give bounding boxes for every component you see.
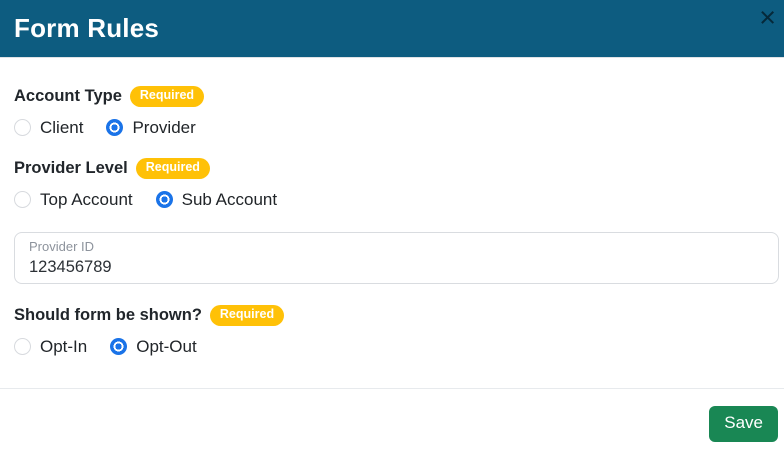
form-shown-radio-group: Opt-In Opt-Out: [14, 337, 779, 356]
close-icon: ×: [759, 2, 776, 34]
modal-body: Account Type Required Client Provider Pr…: [0, 86, 784, 356]
radio-option-opt-out[interactable]: Opt-Out: [110, 336, 197, 357]
radio-button-icon: [14, 191, 31, 208]
provider-id-input[interactable]: [29, 255, 764, 278]
form-shown-label: Should form be shown?: [14, 306, 202, 324]
form-shown-label-row: Should form be shown? Required: [14, 305, 779, 326]
provider-id-field-label: Provider ID: [29, 239, 95, 254]
modal-header: Form Rules ×: [0, 0, 784, 58]
radio-button-icon: [110, 338, 128, 355]
close-button[interactable]: ×: [753, 2, 782, 35]
provider-id-field: Provider ID: [14, 232, 779, 284]
save-button[interactable]: Save: [709, 406, 778, 442]
provider-level-label-row: Provider Level Required: [14, 158, 779, 179]
radio-button-icon: [155, 191, 173, 208]
required-badge: Required: [135, 158, 210, 179]
radio-option-client[interactable]: Client: [14, 118, 83, 138]
radio-button-icon: [14, 338, 31, 355]
radio-option-provider[interactable]: Provider: [106, 117, 196, 138]
radio-button-icon: [14, 119, 31, 136]
radio-button-icon: [106, 119, 124, 136]
page-title: Form Rules: [14, 13, 160, 43]
radio-option-label: Provider: [132, 117, 196, 137]
radio-option-label: Client: [40, 117, 84, 137]
account-type-label: Account Type: [14, 87, 122, 105]
account-type-radio-group: Client Provider: [14, 118, 779, 137]
radio-option-label: Top Account: [40, 189, 133, 209]
provider-level-radio-group: Top Account Sub Account: [14, 190, 779, 209]
radio-option-label: Sub Account: [181, 189, 278, 209]
radio-option-opt-in[interactable]: Opt-In: [14, 337, 87, 357]
radio-option-label: Opt-Out: [136, 336, 197, 356]
radio-option-sub-account[interactable]: Sub Account: [155, 189, 278, 210]
required-badge: Required: [129, 86, 205, 107]
modal-footer: Save: [0, 388, 784, 442]
radio-option-label: Opt-In: [40, 336, 88, 356]
required-badge: Required: [209, 305, 285, 326]
provider-level-label: Provider Level: [14, 159, 128, 177]
account-type-label-row: Account Type Required: [14, 86, 779, 107]
radio-option-top-account[interactable]: Top Account: [14, 190, 133, 210]
